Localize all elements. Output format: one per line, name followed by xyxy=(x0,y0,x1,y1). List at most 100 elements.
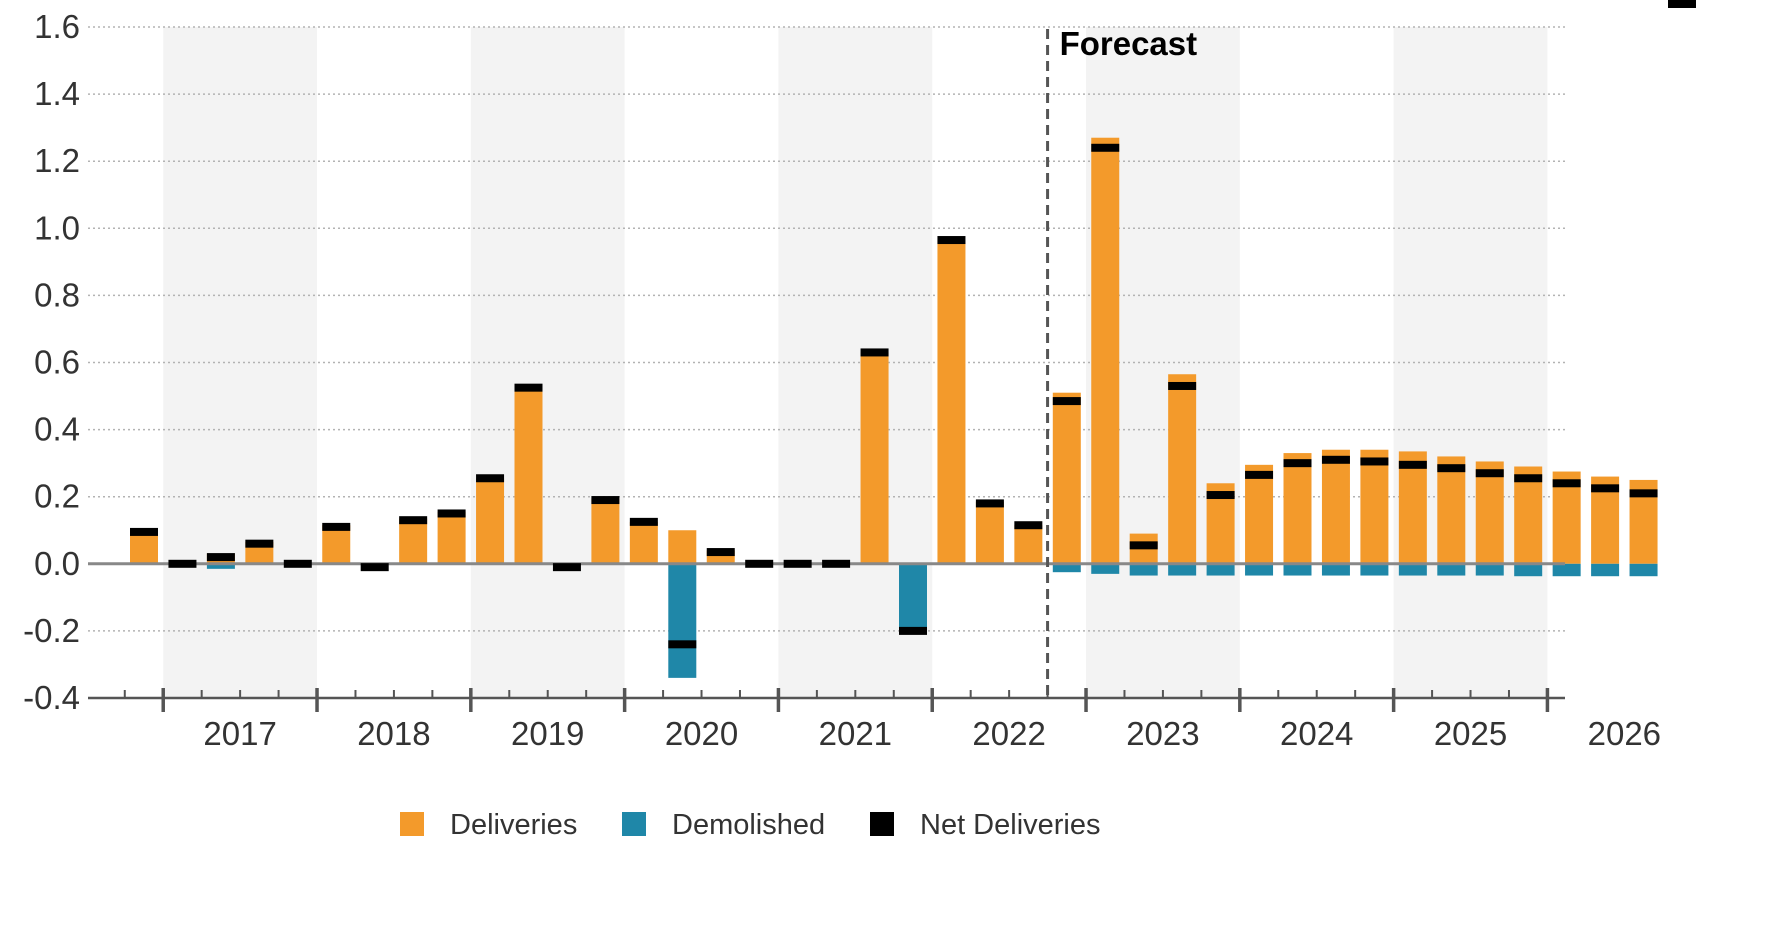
y-tick-label: 0.4 xyxy=(34,411,80,448)
x-year-label: 2023 xyxy=(1126,715,1199,752)
bar-demolished xyxy=(1591,563,1620,577)
bar-demolished xyxy=(1206,563,1235,576)
net-delivery-marker xyxy=(783,559,812,568)
bar-demolished xyxy=(1514,563,1543,577)
x-year-label: 2017 xyxy=(203,715,276,752)
bar-demolished xyxy=(1283,563,1312,576)
bars xyxy=(88,0,1696,678)
bar-demolished xyxy=(1475,563,1504,576)
net-delivery-marker xyxy=(629,517,658,526)
net-delivery-marker xyxy=(437,509,466,518)
bar-demolished xyxy=(1437,563,1466,576)
net-delivery-marker xyxy=(322,522,351,531)
net-delivery-marker xyxy=(1206,491,1235,500)
bar-demolished xyxy=(1360,563,1389,576)
net-delivery-marker xyxy=(975,499,1004,508)
legend-swatch xyxy=(400,812,424,836)
net-delivery-marker xyxy=(591,496,620,505)
legend: Deliveries Demolished Net Deliveries xyxy=(400,809,1101,841)
net-delivery-marker xyxy=(514,383,543,392)
net-delivery-marker xyxy=(668,640,697,649)
bar-deliveries xyxy=(1052,392,1081,564)
bar-deliveries xyxy=(860,352,889,564)
bar-deliveries xyxy=(591,498,620,564)
net-delivery-marker xyxy=(206,553,235,562)
net-delivery-marker xyxy=(860,348,889,357)
forecast-annotation: Forecast xyxy=(1046,25,1198,698)
bar-deliveries xyxy=(1360,449,1389,564)
net-delivery-marker xyxy=(399,516,428,525)
bar-demolished xyxy=(1552,563,1581,577)
y-tick-label: 1.4 xyxy=(34,75,80,112)
x-axis-year-labels: 2017 2018 2019 2020 2021 2022 2023 2024 2025 2026 xyxy=(203,715,1661,752)
forecast-label: Forecast xyxy=(1060,25,1198,62)
net-delivery-marker xyxy=(1129,541,1158,550)
net-delivery-marker xyxy=(822,559,851,568)
net-delivery-marker xyxy=(552,563,581,572)
x-year-label: 2024 xyxy=(1280,715,1353,752)
y-tick-label: -0.4 xyxy=(23,679,80,716)
net-delivery-marker xyxy=(937,236,966,245)
bar-deliveries xyxy=(399,518,428,564)
bar-deliveries xyxy=(514,387,543,564)
legend-swatch xyxy=(870,812,894,836)
bar-demolished xyxy=(1129,563,1158,576)
bar-demolished xyxy=(668,563,697,678)
x-year-label: 2025 xyxy=(1434,715,1507,752)
legend-label: Demolished xyxy=(672,809,825,841)
x-year-label: 2021 xyxy=(819,715,892,752)
bar-demolished xyxy=(1398,563,1427,576)
bar-deliveries xyxy=(1398,451,1427,564)
net-delivery-marker xyxy=(130,527,158,536)
bar-deliveries xyxy=(937,240,966,564)
net-delivery-marker xyxy=(706,548,735,557)
bar-deliveries xyxy=(629,521,658,564)
bar-deliveries xyxy=(1168,374,1197,564)
bar-demolished xyxy=(1321,563,1350,576)
net-delivery-marker xyxy=(283,559,312,568)
net-delivery-marker xyxy=(476,474,505,483)
legend-swatch xyxy=(622,812,646,836)
net-delivery-marker xyxy=(1321,455,1350,464)
bar-demolished xyxy=(1629,563,1658,577)
net-delivery-marker xyxy=(745,559,774,568)
bar-deliveries xyxy=(975,501,1004,564)
y-tick-label: 1.0 xyxy=(34,209,80,246)
y-tick-label: 0.8 xyxy=(34,276,80,313)
bar-deliveries xyxy=(1091,137,1120,564)
bar-deliveries xyxy=(1437,456,1466,564)
legend-label: Net Deliveries xyxy=(920,809,1101,841)
bar-deliveries xyxy=(1514,466,1543,564)
y-tick-label: 0.0 xyxy=(34,545,80,582)
net-delivery-marker xyxy=(1245,470,1274,479)
x-year-label: 2020 xyxy=(665,715,738,752)
bar-demolished xyxy=(1091,563,1120,574)
net-delivery-marker xyxy=(1668,0,1696,8)
net-delivery-marker xyxy=(1360,457,1389,466)
net-delivery-marker xyxy=(1514,474,1543,483)
bar-demolished xyxy=(899,563,927,631)
net-delivery-marker xyxy=(360,563,389,572)
bar-deliveries xyxy=(322,525,351,564)
y-tick-label: 0.2 xyxy=(34,478,80,515)
legend-label: Deliveries xyxy=(450,809,577,841)
x-year-label: 2018 xyxy=(357,715,430,752)
y-tick-label: 1.2 xyxy=(34,142,80,179)
y-tick-label: 1.6 xyxy=(34,8,80,45)
net-delivery-marker xyxy=(1052,397,1081,406)
net-delivery-marker xyxy=(1091,143,1120,152)
net-delivery-marker xyxy=(1283,459,1312,468)
net-delivery-marker xyxy=(899,626,927,635)
bar-deliveries xyxy=(1245,464,1274,564)
net-delivery-marker xyxy=(1475,469,1504,478)
x-axis xyxy=(88,688,1565,712)
bar-deliveries xyxy=(437,511,466,564)
net-delivery-marker xyxy=(1629,489,1658,498)
bar-demolished xyxy=(1168,563,1197,576)
bar-demolished xyxy=(1052,563,1081,573)
bar-demolished xyxy=(1245,563,1274,576)
net-delivery-marker xyxy=(168,559,197,568)
bar-deliveries xyxy=(476,478,505,564)
bar-deliveries xyxy=(1321,449,1350,564)
x-year-label: 2026 xyxy=(1588,715,1661,752)
